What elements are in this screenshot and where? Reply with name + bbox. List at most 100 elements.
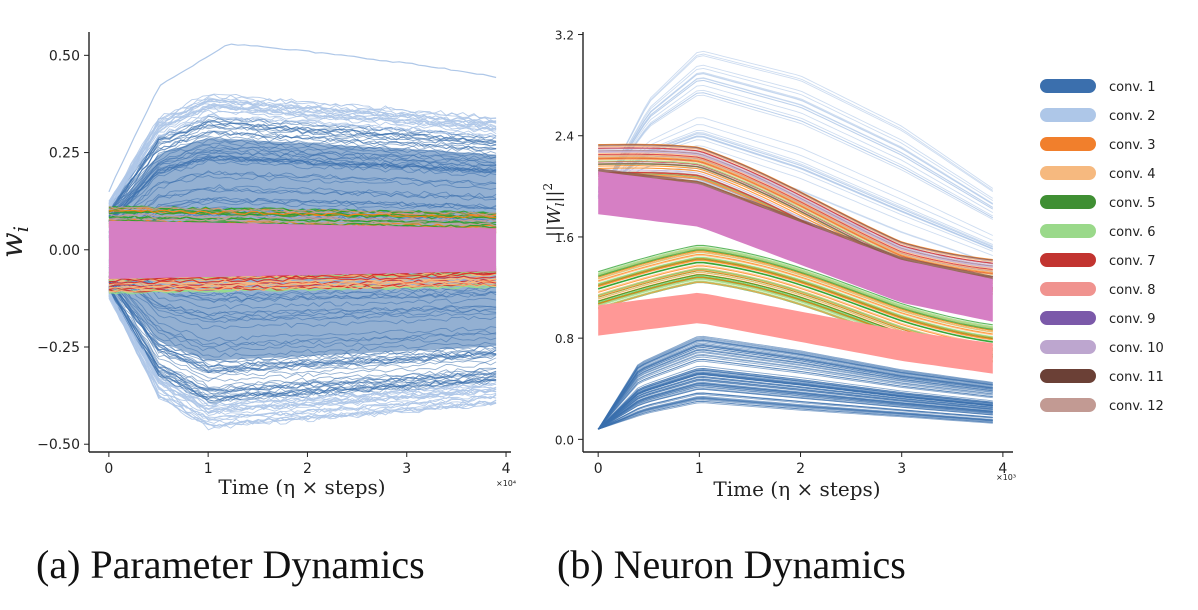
legend-label: conv. 2 [1109,109,1156,124]
legend-swatch [1040,369,1096,383]
conv1-trajectory-line [108,267,497,323]
conv1-norm-line [597,384,993,430]
caption-neuron-dynamics: (b) Neuron Dynamics [557,542,906,587]
conv2-norm-line [597,50,994,199]
conv1-trajectory-line [108,115,497,209]
legend-label: conv. 10 [1109,341,1164,356]
y-tick-label: 0.50 [49,48,80,64]
conv1-trajectory-line [108,101,497,206]
conv1-norm-line [597,360,993,430]
conv1-trajectory-line [108,269,497,322]
middle-group-line [598,246,993,327]
conv2-norm-line [597,73,994,205]
conv1-trajectory-line [108,287,497,393]
upper-group-line [598,150,993,268]
conv1-norm-line [597,379,993,430]
y-tick-label: 0.00 [49,243,80,259]
conv1-norm-line [597,369,993,430]
conv1-norm-line [597,345,993,430]
y-tick-label: −0.50 [37,437,80,453]
panel-a-axes: 0 1 2 3 4 0.50 0.25 0.00 −0.25 −0.50 [37,32,511,477]
conv1-trajectory-line [108,292,497,414]
conv1-trajectory-line [108,290,497,416]
legend-swatch [1040,195,1096,209]
conv1-norm-line [597,348,993,430]
conv1-norm-line [597,337,993,430]
conv1-trajectory-line [108,104,497,209]
y-tick-label: 0.0 [555,433,574,447]
panel-b-y-label-sub: l [553,202,567,206]
middle-layer-line [108,205,497,216]
conv1-trajectory-line [108,121,497,214]
conv1-trajectory-line [108,122,497,212]
conv1-norm-line [597,384,993,430]
conv1-trajectory-line [108,297,497,427]
conv1-trajectory-line [108,197,497,237]
conv1-max-trajectory [108,43,497,193]
middle-group-line [598,249,993,330]
legend-label: conv. 6 [1109,225,1156,240]
conv1-norm-line [597,375,993,430]
panel-a-chart: 0 1 2 3 4 0.50 0.25 0.00 −0.25 −0.50 Time (η × st… [0,32,516,499]
y-tick-label: 0.8 [555,332,574,346]
middle-layer-line [108,219,497,229]
conv1-norm-line [598,396,993,430]
conv1-trajectory-line [108,275,497,353]
conv1-norm-line [597,354,993,430]
legend-swatch [1040,253,1096,267]
panel-a-x-multiplier: ×10⁴ [496,479,516,488]
conv1-trajectory-line [108,136,497,218]
conv1-trajectory-line [108,293,497,420]
conv1-trajectory-line [108,298,497,431]
conv1-trajectory-line [108,120,497,214]
conv1-trajectory-line [108,154,497,221]
x-tick-label: 0 [104,461,113,477]
conv1-trajectory-line [108,174,497,228]
middle-layer-line [108,279,497,289]
middle-layer-line [108,205,497,216]
legend-label: conv. 4 [1109,167,1156,182]
conv1-trajectory-line [108,124,497,214]
legend-swatch [1040,137,1096,151]
conv1-norm-line [597,352,993,430]
legend-swatch [1040,108,1096,122]
upper-group-line [598,149,993,266]
conv1-norm-line [597,339,993,430]
conv1-trajectory-line [108,281,497,379]
conv1-norm-line [597,386,993,430]
upper-group-line [598,155,993,272]
upper-group-line [598,156,993,273]
panel-b-y-label-tail: || [544,191,565,203]
conv1-trajectory-line [108,144,497,217]
conv1-trajectory-line [108,103,497,206]
conv1-norm-line [597,388,993,430]
middle-layer-line [108,276,497,286]
conv1-norm-line [597,368,993,430]
conv1-norm-line [598,399,993,430]
conv1-trajectory-line [108,159,497,224]
conv2-norm-line [597,135,993,250]
conv1-trajectory-line [108,262,497,304]
conv1-norm-line [597,340,993,430]
conv1-trajectory-line [108,114,497,210]
x-tick-label: 1 [204,461,213,477]
conv1-trajectory-line [108,281,497,374]
panel-b-y-axis-label: ||Wl||2 [541,183,567,237]
conv1-trajectory-line [108,154,497,222]
middle-group-line [598,259,993,340]
upper-group-line [598,157,993,274]
panel-b-y-label-main: ||W [544,205,565,237]
conv1-trajectory-line [108,274,497,342]
middle-group-line [598,254,993,336]
conv1-trajectory-line [108,272,497,346]
legend-swatch [1040,340,1096,354]
conv1-trajectory-line [108,149,497,223]
legend-label: conv. 3 [1109,138,1156,153]
conv1-trajectory-line [108,100,497,204]
conv2-norm-line [597,84,994,213]
middle-group-line [598,262,993,343]
legend-swatch [1040,398,1096,412]
legend-swatch [1040,166,1096,180]
legend-label: conv. 7 [1109,254,1156,269]
